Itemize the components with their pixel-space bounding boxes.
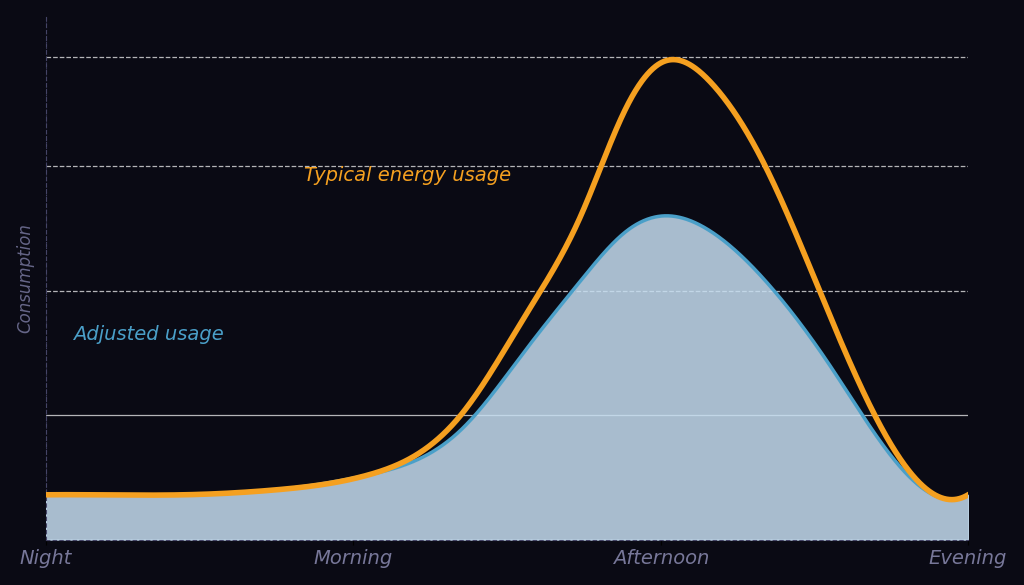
Text: Typical energy usage: Typical energy usage xyxy=(304,166,511,185)
Text: Adjusted usage: Adjusted usage xyxy=(74,325,224,345)
Y-axis label: Consumption: Consumption xyxy=(16,223,35,333)
